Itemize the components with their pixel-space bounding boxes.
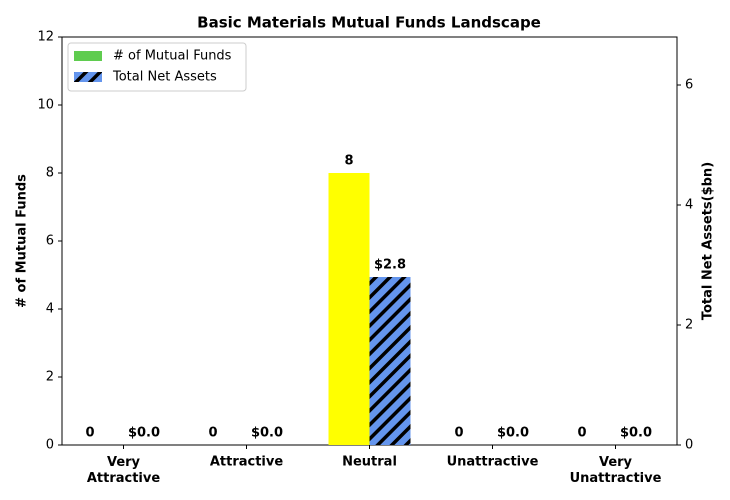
x-tick-label: Very Unattractive <box>570 455 662 486</box>
data-label: $0.0 <box>620 426 652 441</box>
y2-tick-label: 0 <box>685 438 693 453</box>
y-tick-label: 12 <box>37 30 54 45</box>
data-label: $0.0 <box>251 426 283 441</box>
y-axis-label: # of Mutual Funds <box>15 174 30 308</box>
legend-swatch <box>74 51 102 61</box>
data-label: 0 <box>208 426 217 441</box>
y2-tick-label: 4 <box>685 198 693 213</box>
data-label: 8 <box>344 154 353 169</box>
y2-axis-label: Total Net Assets($bn) <box>701 162 716 320</box>
x-tick-label: Attractive <box>210 455 284 470</box>
bar <box>369 277 411 445</box>
y-tick-label: 10 <box>37 98 54 113</box>
legend-box <box>67 42 247 92</box>
bar <box>328 173 370 445</box>
legend-label: # of Mutual Funds <box>113 49 232 64</box>
y-tick-label: 4 <box>46 302 54 317</box>
data-label: 0 <box>577 426 586 441</box>
y-tick-label: 6 <box>46 234 54 249</box>
legend-swatch <box>74 72 102 82</box>
x-tick-label: Unattractive <box>447 455 539 470</box>
x-tick-label: Neutral <box>342 455 397 470</box>
x-tick-label: Very Attractive <box>87 455 161 486</box>
y2-tick-label: 2 <box>685 318 693 333</box>
y-tick-label: 2 <box>46 370 54 385</box>
data-label: $0.0 <box>497 426 529 441</box>
y-tick-label: 0 <box>46 438 54 453</box>
chart-title: Basic Materials Mutual Funds Landscape <box>197 14 541 32</box>
y-tick-label: 8 <box>46 166 54 181</box>
data-label: 0 <box>85 426 94 441</box>
data-label: $0.0 <box>128 426 160 441</box>
legend-label: Total Net Assets <box>112 70 217 85</box>
y2-tick-label: 6 <box>685 78 693 93</box>
legend: # of Mutual Funds Total Net Assets <box>67 42 247 92</box>
data-label: 0 <box>454 426 463 441</box>
data-label: $2.8 <box>374 258 406 273</box>
